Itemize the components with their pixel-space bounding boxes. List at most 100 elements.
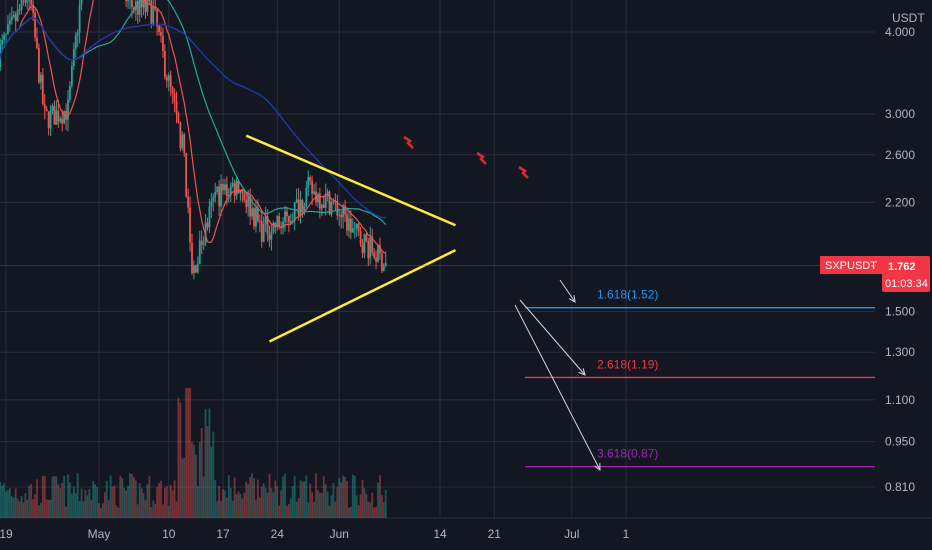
last-price-value: 1.762 bbox=[888, 261, 916, 273]
candle-body bbox=[216, 186, 219, 192]
candle-body bbox=[380, 253, 383, 272]
volume-bar bbox=[0, 481, 2, 518]
candle-body bbox=[317, 193, 319, 203]
volume-bar bbox=[127, 485, 129, 518]
candle-body bbox=[202, 243, 205, 245]
candle-body bbox=[3, 34, 5, 41]
candle-body bbox=[328, 191, 331, 215]
volume-bar bbox=[198, 442, 201, 518]
volume-bar bbox=[245, 481, 248, 518]
volume-bar bbox=[303, 481, 306, 518]
volume-bar bbox=[247, 484, 250, 518]
volume-bar bbox=[229, 487, 232, 518]
candle-body bbox=[361, 243, 364, 254]
candle-body bbox=[311, 180, 314, 194]
candle-body bbox=[61, 118, 64, 124]
volume-bar bbox=[270, 488, 273, 518]
candle-body bbox=[74, 35, 77, 49]
fib-level-label: 1.618(1.52) bbox=[597, 288, 658, 302]
volume-bar bbox=[28, 485, 31, 518]
candle-body bbox=[171, 87, 174, 94]
candle-body bbox=[373, 252, 376, 258]
volume-bar bbox=[175, 501, 178, 518]
candle-body bbox=[344, 206, 346, 215]
candle-body bbox=[1, 40, 4, 45]
volume-bar bbox=[72, 486, 75, 518]
candle-body bbox=[193, 265, 195, 274]
candle-body bbox=[332, 200, 335, 202]
volume-bar bbox=[69, 482, 71, 518]
fib-levels: 1.618(1.52) 2.618(1.19) 3.618(0.87) bbox=[514, 279, 875, 472]
price-tick-label: 2.600 bbox=[885, 148, 915, 162]
volume-bar bbox=[140, 488, 143, 518]
breakdown-marker-icon bbox=[403, 135, 414, 149]
candle-body bbox=[181, 134, 184, 149]
volume-bar bbox=[51, 476, 54, 518]
candle-body bbox=[154, 6, 157, 10]
candle-body bbox=[144, 0, 147, 12]
volume-bar bbox=[167, 506, 170, 518]
candle-body bbox=[355, 223, 358, 229]
volume-bar bbox=[82, 501, 85, 518]
candle-body bbox=[16, 9, 19, 22]
volume-bar bbox=[111, 486, 114, 518]
volume-bar bbox=[61, 483, 64, 518]
volume-bar bbox=[96, 486, 98, 518]
candle-body bbox=[72, 48, 75, 66]
volume-bar bbox=[117, 507, 120, 518]
volume-bar bbox=[355, 495, 358, 518]
candle-body bbox=[165, 77, 168, 81]
volume-bar bbox=[328, 505, 331, 518]
volume-bars bbox=[0, 388, 387, 518]
candle-body bbox=[78, 4, 81, 33]
candle-body bbox=[189, 207, 191, 243]
volume-bar bbox=[129, 473, 131, 518]
volume-bar bbox=[86, 495, 89, 518]
currency-label: USDT bbox=[892, 11, 925, 25]
breakdown-marker-icon bbox=[518, 165, 529, 179]
volume-bar bbox=[365, 493, 368, 518]
candle-body bbox=[210, 201, 213, 207]
candle-body bbox=[131, 0, 133, 8]
volume-bar bbox=[45, 499, 48, 518]
candle-body bbox=[280, 226, 283, 228]
volume-bar bbox=[361, 479, 364, 518]
candle-body bbox=[299, 200, 302, 216]
candle-body bbox=[10, 16, 13, 21]
candle-body bbox=[167, 75, 170, 81]
price-tick-label: 3.000 bbox=[885, 107, 915, 121]
candle-body bbox=[318, 193, 321, 209]
volume-bar bbox=[39, 502, 42, 518]
price-scale[interactable]: USDT 4.000 3.000 2.600 2.200 1.500 1.300 1.100… bbox=[885, 11, 925, 494]
volume-bar bbox=[185, 388, 188, 518]
time-scale[interactable]: 19 May 10 17 24 Jun 14 21 Jul 1 bbox=[0, 527, 630, 541]
volume-bar bbox=[38, 505, 40, 518]
candle-body bbox=[270, 231, 273, 240]
volume-bar bbox=[202, 476, 205, 518]
candle-body bbox=[282, 221, 284, 228]
volume-bar bbox=[241, 498, 244, 518]
candle-body bbox=[32, 4, 35, 13]
volume-bar bbox=[332, 482, 335, 518]
moving-average-line bbox=[0, 16, 386, 219]
candle-body bbox=[12, 14, 15, 17]
moving-averages bbox=[0, 0, 387, 254]
volume-bar bbox=[80, 488, 83, 518]
candle-body bbox=[70, 65, 73, 86]
candle-body bbox=[284, 211, 286, 222]
volume-bar bbox=[113, 485, 116, 518]
volume-bar bbox=[142, 492, 145, 518]
time-tick-label: 21 bbox=[488, 527, 502, 541]
volume-bar bbox=[138, 483, 141, 518]
volume-bar bbox=[274, 480, 277, 518]
candle-body bbox=[200, 240, 203, 245]
candle-body bbox=[163, 51, 166, 78]
volume-bar bbox=[227, 475, 230, 518]
volume-bar bbox=[315, 473, 317, 518]
projection-arrow bbox=[514, 304, 601, 471]
candle-body bbox=[146, 0, 149, 12]
candle-body bbox=[26, 0, 29, 3]
candle-body bbox=[65, 110, 67, 120]
candle-body bbox=[148, 0, 151, 1]
